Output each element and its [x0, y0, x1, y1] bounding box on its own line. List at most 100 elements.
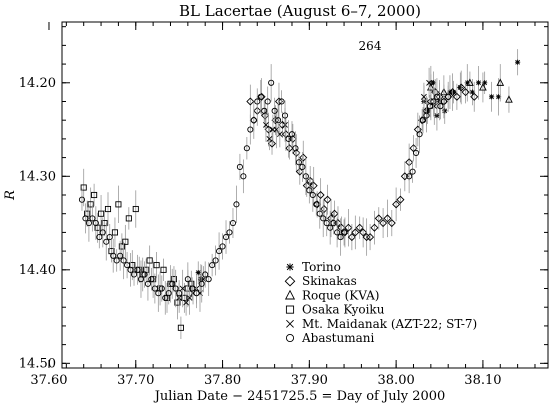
legend-marker — [284, 289, 296, 300]
data-point — [359, 228, 368, 237]
data-point — [452, 92, 461, 101]
data-point — [330, 220, 337, 227]
chart-title: BL Lacertae (August 6–7, 2000) — [179, 2, 421, 20]
data-point — [433, 93, 440, 100]
data-point — [186, 294, 193, 301]
data-point — [409, 168, 416, 175]
data-point — [120, 257, 127, 264]
data-point — [99, 229, 106, 236]
data-point — [222, 234, 230, 241]
data-point — [212, 257, 219, 264]
data-point — [413, 125, 422, 134]
legend-label: Abastumani — [301, 331, 374, 345]
data-point — [115, 201, 122, 208]
data-point — [424, 108, 430, 114]
data-point — [461, 88, 470, 97]
data-point — [179, 285, 186, 292]
y-axis: 14.20 14.30 14.40 14.50 — [19, 26, 548, 371]
data-point — [302, 173, 309, 180]
data-point — [243, 145, 250, 152]
data-point — [374, 214, 383, 223]
data-point — [216, 248, 223, 255]
data-point — [141, 271, 148, 278]
data-point — [387, 219, 396, 228]
data-point — [299, 163, 306, 170]
data-point — [193, 290, 200, 297]
data-point — [250, 117, 257, 124]
data-point — [177, 324, 184, 331]
legend-marker — [286, 263, 294, 271]
data-point — [209, 262, 216, 269]
x-axis: 37.60 37.70 37.80 37.90 38.00 38.10 — [30, 22, 536, 388]
data-point — [327, 224, 334, 231]
x-tick-label: 38.00 — [378, 373, 415, 388]
data-point — [82, 215, 89, 222]
data-point — [351, 228, 360, 237]
data-point — [162, 294, 169, 301]
data-point — [337, 234, 344, 241]
data-point — [320, 215, 327, 222]
legend-label: Mt. Maidanak (AZT-22; ST-7) — [302, 317, 477, 331]
data-point — [288, 131, 296, 138]
data-point — [447, 89, 453, 95]
data-point — [104, 205, 112, 213]
data-point — [264, 98, 271, 105]
data-point — [257, 92, 266, 101]
data-point — [91, 191, 98, 199]
data-point — [396, 195, 405, 204]
data-point — [482, 80, 488, 86]
data-point — [89, 215, 96, 222]
data-point — [113, 257, 120, 264]
data-point — [172, 285, 179, 292]
data-point — [198, 276, 204, 282]
data-point — [437, 103, 444, 110]
data-point — [323, 220, 330, 227]
data-point — [127, 266, 134, 273]
data-point — [236, 163, 243, 170]
data-point — [413, 149, 420, 156]
data-point — [316, 210, 323, 217]
data-point — [240, 173, 247, 180]
data-point — [198, 280, 205, 287]
data-point — [132, 205, 139, 213]
data-point — [366, 233, 375, 242]
data-point — [122, 238, 129, 245]
data-point — [117, 252, 124, 259]
y-tick-label: 14.40 — [19, 263, 56, 278]
data-point — [111, 229, 118, 236]
annotation-264: 264 — [359, 39, 382, 53]
data-point — [189, 285, 196, 292]
data-point — [347, 233, 356, 242]
data-point — [370, 223, 379, 232]
data-point — [246, 97, 255, 106]
x-tick-label: 37.90 — [291, 373, 328, 388]
data-point — [426, 103, 434, 110]
legend-marker — [285, 333, 295, 343]
data-point — [406, 173, 413, 180]
data-point — [320, 205, 329, 214]
data-point — [195, 270, 201, 276]
data-point — [96, 234, 103, 241]
data-point — [281, 112, 289, 119]
data-point — [309, 191, 316, 199]
data-point — [144, 280, 151, 287]
data-point — [155, 290, 162, 297]
data-point — [299, 153, 308, 162]
data-point — [257, 93, 264, 100]
legend-label: Osaka Kyoiku — [302, 303, 385, 317]
data-point — [457, 83, 466, 92]
data-point — [457, 84, 463, 91]
data-point — [450, 89, 457, 95]
data-points — [78, 49, 521, 340]
data-point — [416, 131, 423, 138]
data-point — [470, 92, 479, 101]
data-point — [431, 88, 440, 97]
data-point — [430, 98, 437, 105]
data-point — [334, 229, 341, 236]
data-point — [278, 98, 285, 105]
data-point — [292, 145, 299, 152]
data-point — [103, 238, 110, 245]
data-point — [419, 117, 427, 124]
